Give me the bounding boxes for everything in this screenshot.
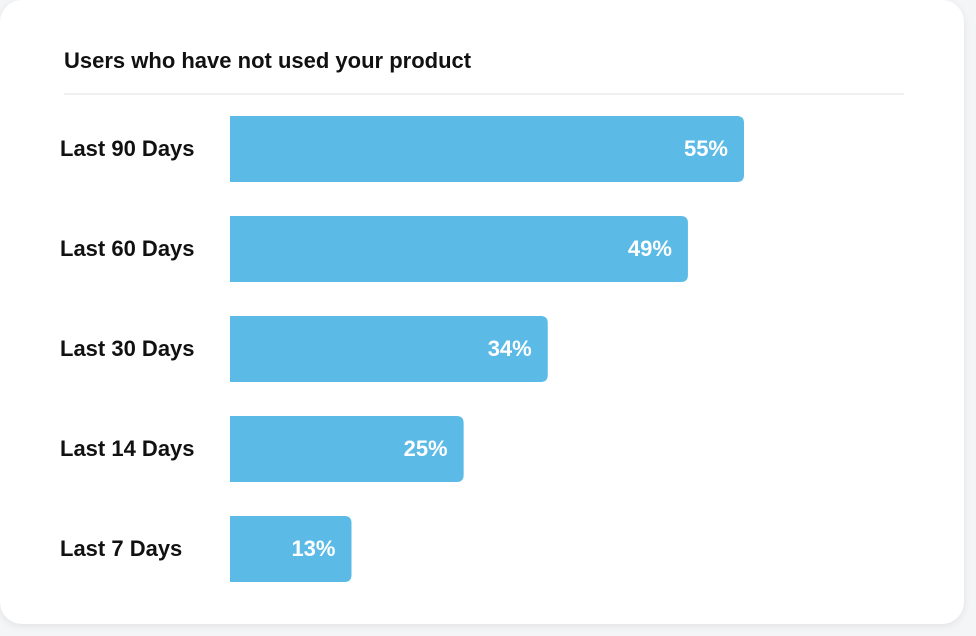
- chart-title: Users who have not used your product: [64, 48, 472, 73]
- bar: [230, 416, 464, 482]
- bar: [230, 216, 688, 282]
- value-label: 49%: [628, 236, 672, 261]
- category-label: Last 14 Days: [60, 436, 195, 461]
- value-label: 25%: [404, 436, 448, 461]
- value-label: 55%: [684, 136, 728, 161]
- bar: [230, 116, 744, 182]
- category-label: Last 60 Days: [60, 236, 195, 261]
- category-label: Last 90 Days: [60, 136, 195, 161]
- bar: [230, 316, 548, 382]
- card: [0, 0, 964, 624]
- category-label: Last 7 Days: [60, 536, 182, 561]
- value-label: 13%: [291, 536, 335, 561]
- category-label: Last 30 Days: [60, 336, 195, 361]
- bar: [230, 516, 352, 582]
- value-label: 34%: [488, 336, 532, 361]
